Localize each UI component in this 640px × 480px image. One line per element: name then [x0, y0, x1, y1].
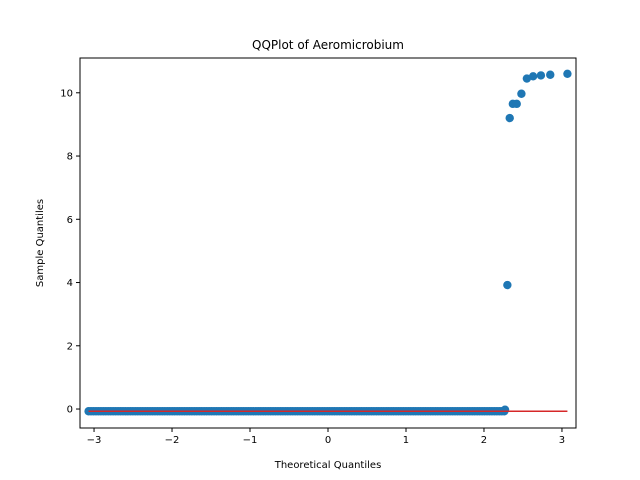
- y-axis-label: Sample Quantiles: [35, 199, 46, 287]
- y-tick-label: 6: [67, 215, 73, 226]
- data-point: [517, 89, 526, 98]
- x-axis-label: Theoretical Quantiles: [274, 460, 382, 471]
- x-tick-label: −3: [87, 435, 102, 446]
- data-point: [500, 405, 510, 414]
- x-tick-label: 1: [403, 435, 409, 446]
- x-tick-label: −2: [165, 435, 180, 446]
- x-tick-label: 3: [559, 435, 565, 446]
- x-tick-label: −1: [243, 435, 258, 446]
- data-point: [512, 99, 521, 109]
- chart-title: QQPlot of Aeromicrobium: [252, 38, 404, 52]
- data-point: [563, 69, 572, 79]
- x-tick-label: 2: [481, 435, 487, 446]
- y-tick-label: 0: [67, 405, 73, 416]
- data-point: [528, 72, 538, 81]
- y-tick-label: 8: [67, 152, 73, 163]
- y-tick-label: 2: [67, 341, 73, 352]
- data-point: [536, 71, 546, 80]
- x-axis: −3 −2 −1 0 1 2 3: [87, 428, 565, 446]
- y-tick-label: 4: [67, 278, 73, 289]
- y-axis: 0 2 4 6 8 10: [60, 88, 80, 416]
- data-point: [505, 113, 514, 123]
- y-tick-label: 10: [60, 88, 73, 99]
- x-tick-label: 0: [325, 435, 331, 446]
- data-point: [546, 70, 555, 79]
- plot-area: [84, 69, 572, 416]
- data-point: [503, 280, 512, 290]
